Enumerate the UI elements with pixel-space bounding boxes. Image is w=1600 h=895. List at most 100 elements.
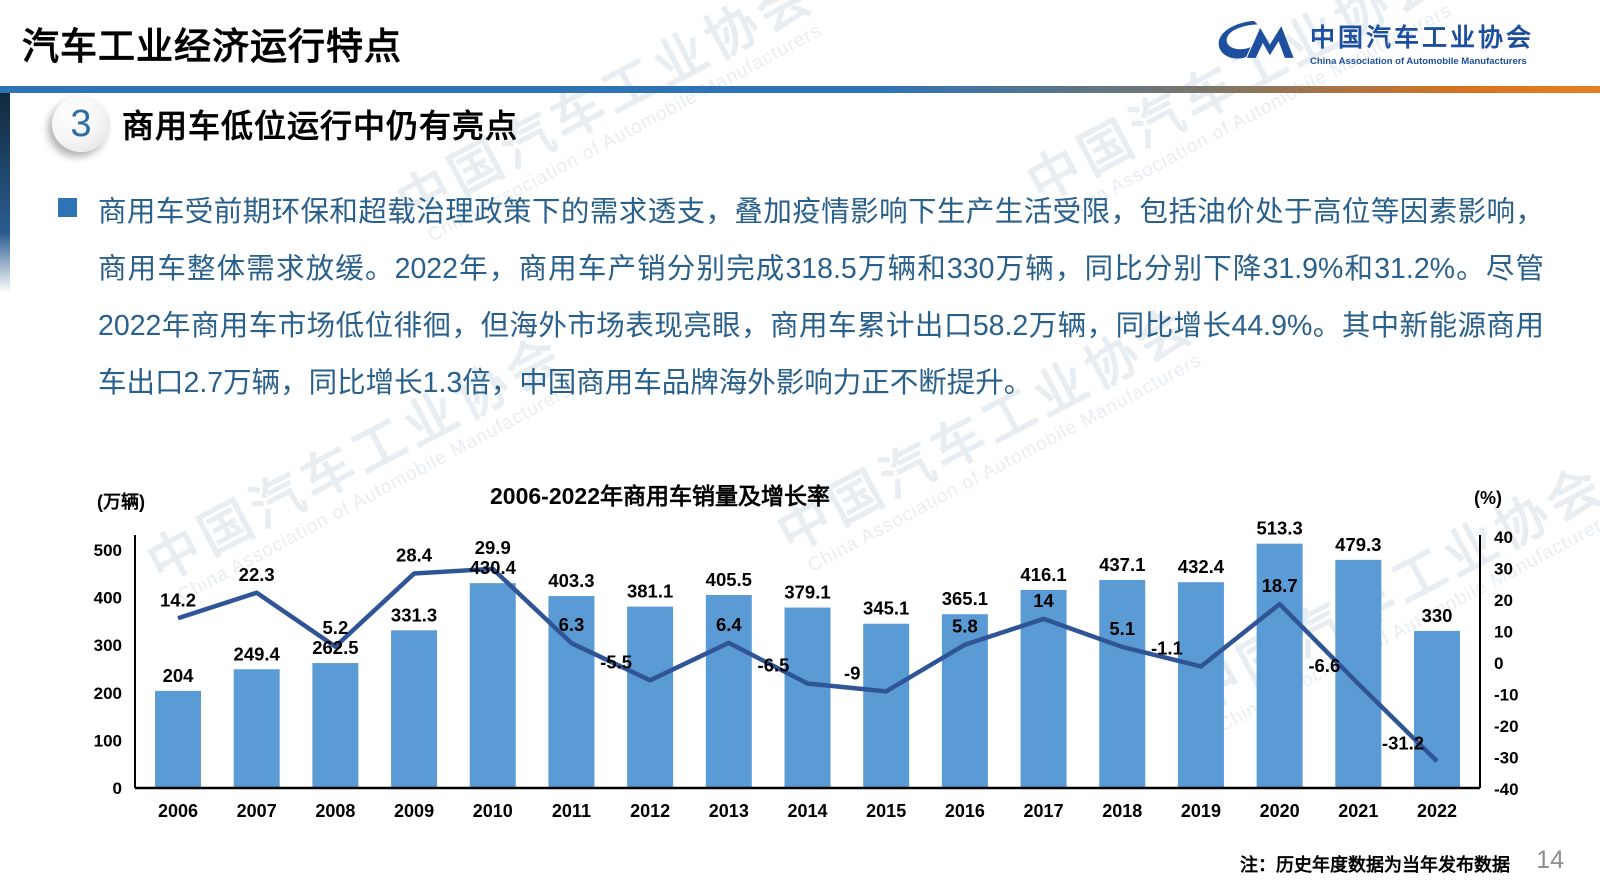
- year-label-2021: 2021: [1338, 801, 1378, 821]
- logo-name-en: China Association of Automobile Manufact…: [1309, 55, 1527, 67]
- year-label-2022: 2022: [1417, 801, 1457, 821]
- year-label-2020: 2020: [1260, 801, 1300, 821]
- bar-2020: [1256, 543, 1303, 788]
- year-label-2011: 2011: [552, 801, 591, 821]
- right-tick-10: 10: [1494, 623, 1513, 642]
- bar-label-2021: 479.3: [1335, 534, 1381, 555]
- right-tick--30: -30: [1494, 749, 1519, 768]
- right-tick-20: 20: [1494, 591, 1513, 610]
- bar-2010: [469, 583, 516, 788]
- bar-2022: [1414, 630, 1460, 788]
- bar-label-2020: 513.3: [1256, 518, 1302, 539]
- growth-label-2009: 28.4: [396, 545, 433, 566]
- left-axis-unit-label: (万辆): [97, 492, 145, 512]
- growth-label-2019: -1.1: [1151, 637, 1183, 658]
- growth-label-2014: -6.5: [758, 654, 790, 675]
- bar-label-2017: 416.1: [1020, 564, 1066, 585]
- left-accent-stripe: [0, 93, 10, 293]
- right-axis-unit-label: (%): [1474, 488, 1502, 508]
- year-label-2018: 2018: [1102, 801, 1142, 821]
- growth-label-2017: 14: [1033, 590, 1054, 611]
- bar-2019: [1177, 582, 1224, 788]
- year-label-2009: 2009: [394, 801, 434, 821]
- growth-label-2007: 22.3: [239, 564, 275, 585]
- bar-2009: [391, 630, 438, 788]
- page-number: 14: [1536, 846, 1564, 874]
- left-tick-400: 400: [94, 589, 122, 608]
- growth-label-2018: 5.1: [1109, 618, 1135, 639]
- header-divider: [0, 86, 1600, 93]
- year-label-2013: 2013: [709, 801, 749, 821]
- bar-2018: [1099, 579, 1146, 788]
- bar-label-2015: 345.1: [863, 598, 909, 619]
- bar-label-2013: 405.5: [706, 569, 752, 590]
- right-tick--20: -20: [1494, 717, 1519, 736]
- left-tick-200: 200: [94, 684, 122, 703]
- bar-label-2006: 204: [163, 665, 195, 686]
- growth-label-2021: -6.6: [1308, 655, 1340, 676]
- growth-label-2022: -31.2: [1382, 732, 1424, 753]
- caam-logo-icon: [1218, 20, 1294, 59]
- bar-label-2012: 381.1: [627, 581, 673, 602]
- growth-label-2012: -5.5: [600, 651, 632, 672]
- bar-2012: [627, 606, 674, 788]
- bar-label-2014: 379.1: [784, 582, 830, 603]
- caam-logo: 中国汽车工业协会 China Association of Automobile…: [1210, 14, 1534, 70]
- logo-name-zh: 中国汽车工业协会: [1309, 23, 1534, 52]
- right-tick-30: 30: [1494, 560, 1513, 579]
- bar-label-2018: 437.1: [1099, 554, 1145, 575]
- bar-2014: [784, 607, 831, 788]
- growth-label-2013: 6.4: [716, 614, 742, 635]
- growth-label-2011: 6.3: [559, 614, 585, 635]
- chart-title: 2006-2022年商用车销量及增长率: [490, 483, 830, 509]
- growth-label-2010: 29.9: [475, 537, 511, 558]
- growth-label-2008: 5.2: [323, 617, 349, 638]
- bar-label-2009: 331.3: [391, 604, 437, 625]
- section-number-badge: 3: [52, 96, 110, 152]
- bar-label-2007: 249.4: [234, 643, 281, 664]
- growth-label-2015: -9: [844, 662, 860, 683]
- left-tick-0: 0: [113, 779, 122, 798]
- bar-label-2008: 262.5: [312, 637, 358, 658]
- growth-label-2020: 18.7: [1262, 575, 1298, 596]
- footnote: 注：历史年度数据为当年发布数据: [1240, 855, 1510, 875]
- bar-2021: [1335, 559, 1382, 788]
- bar-label-2019: 432.4: [1178, 556, 1225, 577]
- page-title: 汽车工业经济运行特点: [22, 26, 402, 67]
- year-label-2006: 2006: [158, 801, 198, 821]
- bar-2008: [312, 663, 359, 788]
- right-tick--40: -40: [1494, 780, 1519, 799]
- year-label-2015: 2015: [866, 801, 906, 821]
- bar-label-2016: 365.1: [942, 588, 988, 609]
- bar-2013: [705, 594, 752, 788]
- growth-label-2006: 14.2: [160, 589, 196, 610]
- year-label-2008: 2008: [315, 801, 355, 821]
- year-label-2007: 2007: [237, 801, 277, 821]
- body-paragraph: 商用车受前期环保和超载治理政策下的需求透支，叠加疫情影响下生产生活受限，包括油价…: [98, 196, 1544, 399]
- section-heading: 商用车低位运行中仍有亮点: [122, 108, 519, 144]
- caam-logo-text: 中国汽车工业协会 China Association of Automobile…: [1310, 18, 1534, 67]
- year-label-2014: 2014: [787, 801, 827, 821]
- bar-2006: [155, 690, 201, 788]
- right-tick--10: -10: [1494, 686, 1519, 705]
- growth-label-2016: 5.8: [952, 616, 978, 637]
- year-label-2012: 2012: [630, 801, 670, 821]
- bar-2007: [233, 669, 280, 788]
- right-tick-40: 40: [1494, 528, 1513, 547]
- year-label-2016: 2016: [945, 801, 985, 821]
- year-label-2010: 2010: [473, 801, 513, 821]
- right-tick-0: 0: [1494, 654, 1503, 673]
- left-tick-300: 300: [94, 636, 122, 655]
- bullet-square-icon: [58, 198, 77, 217]
- bar-label-2022: 330: [1422, 605, 1453, 626]
- year-label-2019: 2019: [1181, 801, 1221, 821]
- growth-line: [177, 566, 1439, 763]
- bar-label-2010: 430.4: [470, 557, 517, 578]
- left-tick-100: 100: [94, 731, 122, 750]
- left-tick-500: 500: [94, 541, 122, 560]
- year-label-2017: 2017: [1024, 801, 1064, 821]
- bar-label-2011: 403.3: [548, 570, 594, 591]
- bar-2015: [863, 623, 910, 788]
